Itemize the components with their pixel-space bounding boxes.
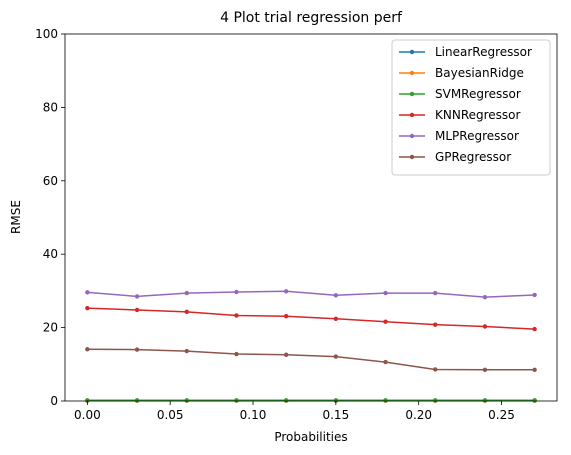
data-point-MLPRegressor-9 [532, 292, 537, 298]
legend-label: MLPRegressor [435, 129, 519, 143]
x-axis-label: Probabilities [274, 430, 347, 444]
data-point-MLPRegressor-3 [234, 289, 239, 295]
data-point-GPRegressor-6 [383, 359, 388, 365]
legend-item-KNNRegressor: KNNRegressor [399, 108, 521, 122]
x-tick-label: 0.10 [240, 408, 267, 422]
data-point-SVMRegressor-7 [433, 398, 438, 403]
series-GPRegressor [85, 347, 537, 373]
legend-swatch-marker [409, 112, 415, 118]
data-point-SVMRegressor-6 [383, 398, 388, 403]
axes-frame [64, 33, 558, 402]
data-point-MLPRegressor-0 [85, 290, 90, 295]
series-KNNRegressor [85, 305, 537, 332]
legend-label: LinearRegressor [435, 45, 532, 59]
x-tick-label: 0.20 [405, 408, 432, 422]
data-point-KNNRegressor-0 [85, 305, 90, 311]
chart-title: 4 Plot trial regression perf [220, 10, 403, 26]
y-tick-label: 40 [43, 247, 58, 261]
legend-item-MLPRegressor: MLPRegressor [399, 129, 519, 143]
legend-swatch-marker [409, 49, 415, 55]
series-line-MLPRegressor [87, 290, 535, 298]
legend-item-SVMRegressor: SVMRegressor [399, 87, 521, 101]
legend-box [391, 39, 551, 176]
data-point-GPRegressor-4 [283, 352, 289, 357]
legend-item-GPRegressor: GPRegressor [399, 150, 511, 164]
data-point-GPRegressor-0 [85, 347, 90, 352]
legend-swatch-marker [409, 91, 415, 97]
x-tick-label: 0.25 [488, 408, 515, 422]
data-point-MLPRegressor-1 [134, 294, 140, 299]
x-axis: 0.00 0.05 0.10 0.15 0.20 0.25 [74, 401, 515, 422]
legend-label: GPRegressor [435, 150, 511, 164]
legend-label: KNNRegressor [435, 108, 521, 122]
data-point-KNNRegressor-3 [234, 313, 239, 318]
data-point-SVMRegressor-4 [283, 398, 289, 403]
y-axis-label: RMSE [9, 200, 23, 234]
legend-label: BayesianRidge [435, 66, 524, 80]
data-point-MLPRegressor-8 [482, 294, 488, 300]
y-tick-label: 100 [35, 27, 58, 41]
data-point-GPRegressor-2 [184, 348, 189, 354]
data-point-MLPRegressor-5 [333, 293, 339, 298]
data-point-SVMRegressor-3 [234, 398, 239, 403]
legend-swatch-marker [409, 133, 415, 139]
data-point-SVMRegressor-1 [134, 398, 140, 403]
legend-swatch-marker [409, 154, 415, 160]
data-point-MLPRegressor-4 [283, 289, 289, 294]
data-point-GPRegressor-9 [532, 367, 537, 373]
data-point-SVMRegressor-8 [482, 398, 488, 403]
plot-area [64, 33, 558, 403]
data-point-GPRegressor-8 [482, 367, 488, 373]
series-line-KNNRegressor [87, 307, 535, 330]
legend-label: SVMRegressor [435, 87, 521, 101]
data-point-MLPRegressor-7 [433, 290, 438, 296]
y-tick-label: 60 [43, 174, 58, 188]
data-point-KNNRegressor-1 [134, 307, 140, 313]
data-point-MLPRegressor-6 [383, 290, 388, 296]
data-point-KNNRegressor-8 [482, 324, 488, 329]
y-tick-label: 20 [43, 321, 58, 335]
data-point-MLPRegressor-2 [184, 290, 189, 296]
legend: LinearRegressor BayesianRidge SVMRegressor… [391, 39, 551, 176]
y-tick-label: 80 [43, 100, 58, 114]
series-MLPRegressor [85, 289, 537, 300]
y-tick-label: 0 [50, 394, 58, 408]
x-tick-label: 0.15 [322, 408, 349, 422]
data-point-GPRegressor-7 [433, 367, 438, 372]
x-tick-label: 0.05 [157, 408, 184, 422]
data-point-GPRegressor-5 [333, 354, 339, 359]
data-point-GPRegressor-1 [134, 347, 140, 352]
y-axis: 0 20 40 60 80 100 [35, 27, 65, 408]
data-point-KNNRegressor-7 [433, 322, 438, 327]
data-point-KNNRegressor-4 [283, 314, 289, 319]
data-point-SVMRegressor-9 [532, 398, 537, 403]
data-point-KNNRegressor-5 [333, 316, 339, 321]
legend-item-LinearRegressor: LinearRegressor [399, 45, 532, 59]
data-point-GPRegressor-3 [234, 351, 239, 357]
series-line-GPRegressor [87, 348, 535, 371]
data-point-KNNRegressor-9 [532, 326, 537, 332]
x-tick-label: 0.00 [74, 408, 101, 422]
data-point-SVMRegressor-2 [184, 398, 189, 403]
data-point-KNNRegressor-6 [383, 319, 388, 324]
legend-item-BayesianRidge: BayesianRidge [399, 66, 524, 80]
legend-swatch-marker [409, 70, 415, 76]
data-point-KNNRegressor-2 [184, 309, 189, 315]
